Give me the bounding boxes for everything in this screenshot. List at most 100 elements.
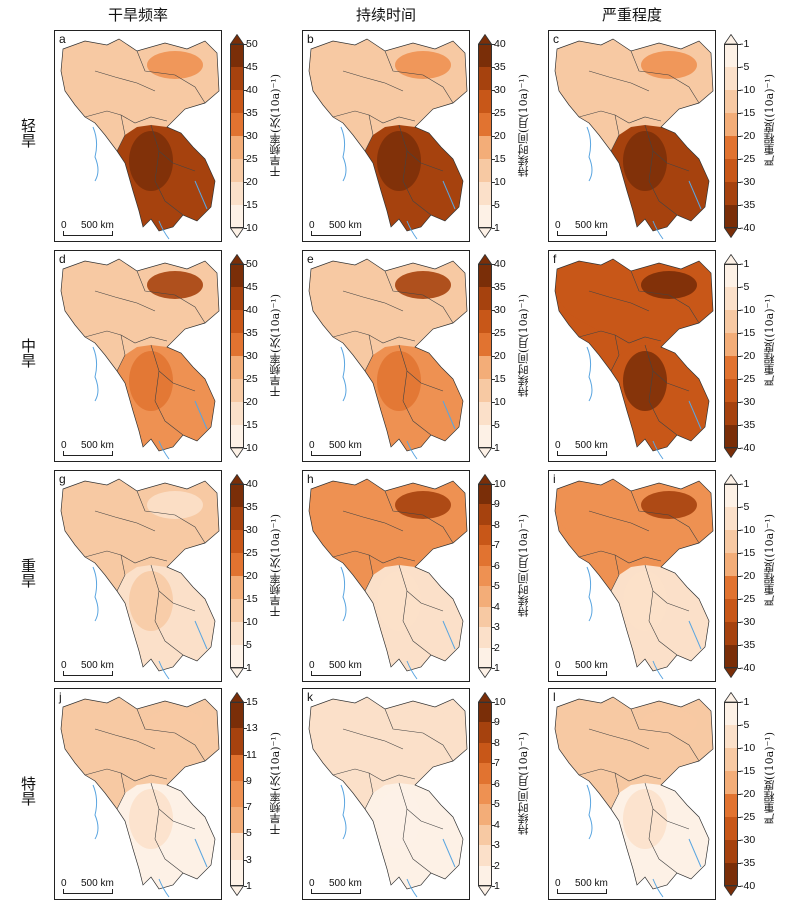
map-panel-f: f 0 500 km [548,250,716,462]
colorbar-tick: -20 [740,130,756,142]
colorbar-tick: 1 [246,880,252,892]
country-border [84,768,168,782]
country-border [116,772,126,810]
colorbar-tick: -15 [740,107,756,119]
coastline-river [158,660,170,680]
colorbar-segment [478,647,492,668]
colorbar-tickmark [244,622,247,623]
colorbar-tick: -35 [740,639,756,651]
country-border [398,782,444,830]
colorbar-tick: 30 [494,84,506,96]
country-border [648,150,678,216]
colorbar-tickmark [492,67,495,68]
colorbar-label: 干旱频率(次(10a)⁻¹) [269,294,282,397]
row-label: 重旱 [19,558,37,588]
colorbar-segment [230,44,244,67]
central-hotspot [623,789,667,849]
scale-bar: 0 500 km [309,875,389,894]
map-graphic [554,38,714,240]
northern-hotspot [147,271,203,299]
coastline-river [406,660,418,680]
colorbar-tickmark [738,448,741,449]
map-graphic [554,696,714,898]
map-panel-h: h 0 500 km [302,470,470,682]
colorbar-segment [724,310,738,333]
colorbar-tick: 1 [494,222,500,234]
colorbar-tick: 20 [494,130,506,142]
colorbar-tick: -20 [740,788,756,800]
region-outline [554,478,714,672]
country-border [644,564,690,612]
region-outline [60,38,220,232]
colorbar-tickmark [738,668,741,669]
coastline-river [652,220,664,240]
colorbar-tickmark [244,576,247,577]
colorbar-segment [230,90,244,113]
country-border [610,554,620,592]
colorbar-tickmark [738,771,741,772]
colorbar-tick: -10 [740,304,756,316]
colorbar: 40 35 30 25 20 15 10 5 1 [478,254,518,458]
colorbar-tickmark [244,333,247,334]
colorbar-segment [230,356,244,379]
colorbar-segment [724,599,738,622]
colorbar: 50 45 40 35 30 25 20 15 10 [230,254,270,458]
colorbar-tick: 3 [246,853,252,866]
map-panel-b: b 0 500 km [302,30,470,242]
scale-bar: 0 500 km [61,217,141,236]
country-border [398,124,444,172]
colorbar-segment [230,205,244,228]
colorbar-tickmark [738,748,741,749]
northern-hotspot [395,51,451,79]
colorbar-tick: 40 [494,38,506,50]
colorbar-label: 持续时间(月(10a)⁻¹) [517,294,530,397]
map-panel-j: j 0 500 km [54,688,222,900]
colorbar-tickmark [492,484,495,485]
colorbar-segment [478,44,492,67]
colorbar-segment [478,333,492,356]
northern-hotspot [641,491,697,519]
colorbar: 40 35 30 25 20 15 10 5 1 [230,474,270,678]
column-title: 持续时间 [355,6,416,24]
coastline-river [340,126,347,182]
colorbar-segment [230,507,244,530]
colorbar-tick: 1 [494,442,500,454]
colorbar-segment [724,113,738,136]
scale-line [557,451,607,456]
country-border [384,50,454,104]
colorbar-tickmark [492,159,495,160]
colorbar-tickmark [492,524,495,526]
map-graphic [308,696,468,898]
colorbar-tick: -5 [740,61,750,73]
map-panel-d: d 0 500 km [54,250,222,462]
country-border [364,334,374,372]
map-graphic [60,696,220,898]
country-border [154,150,184,216]
colorbar-tickmark [244,67,247,68]
colorbar-tickmark [244,530,247,531]
map-graphic [308,478,468,680]
coastline-river [340,346,347,402]
colorbar-segment [724,205,738,228]
colorbar-tickmark [244,90,247,91]
colorbar-segment [724,553,738,576]
colorbar-tick: -30 [740,396,756,408]
country-border [84,110,168,124]
northern-hotspot [395,491,451,519]
colorbar-tick: -30 [740,176,756,188]
colorbar-tickmark [492,702,495,703]
colorbar-segment [230,264,244,287]
scale-distance: 500 km [81,660,114,671]
colorbar-tick: -40 [740,442,756,454]
colorbar-tickmark [244,507,247,508]
country-border [342,510,404,532]
colorbar-tickmark [244,833,247,835]
central-hotspot [377,131,421,191]
country-border [154,590,184,656]
colorbar-tick: 15 [246,593,258,605]
colorbar-tick: 30 [246,130,258,142]
colorbar-tickmark [244,44,247,45]
colorbar-tickmark [492,264,495,265]
scale-bar: 0 500 km [309,217,389,236]
colorbar-tick: 2 [494,859,500,872]
